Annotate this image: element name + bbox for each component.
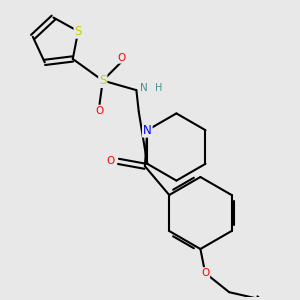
Text: N: N	[140, 83, 147, 93]
Text: N: N	[143, 124, 152, 137]
Text: O: O	[106, 156, 114, 167]
Text: O: O	[201, 268, 209, 278]
Text: H: H	[155, 83, 163, 93]
Text: S: S	[99, 74, 106, 87]
Text: O: O	[118, 53, 126, 63]
Text: S: S	[74, 25, 82, 38]
Text: O: O	[95, 106, 103, 116]
